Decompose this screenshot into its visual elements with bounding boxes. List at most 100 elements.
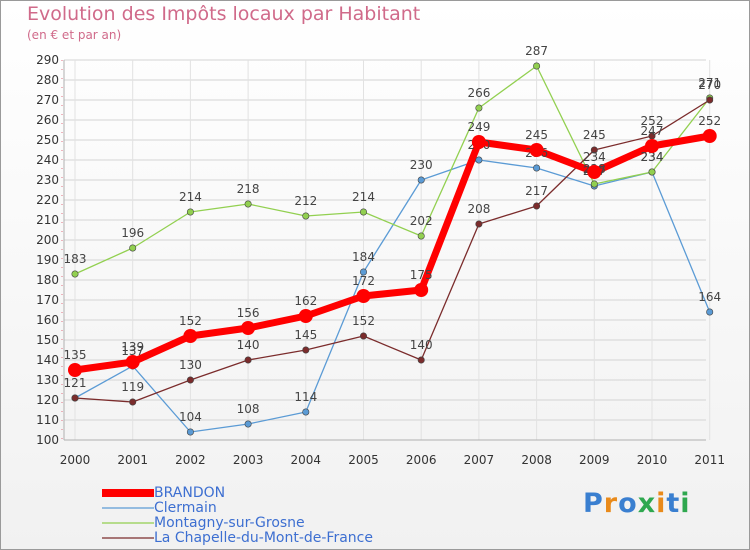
data-label: 214: [179, 190, 202, 204]
data-point: [417, 176, 425, 184]
data-label: 218: [237, 182, 260, 196]
series-line-montagny-sur-grosne: [74, 65, 711, 275]
data-label: 152: [179, 314, 202, 328]
logo-letter: o: [618, 488, 638, 519]
data-label: 164: [698, 290, 721, 304]
y-tick-label: 290: [36, 53, 59, 67]
y-tick-label: 230: [36, 173, 59, 187]
data-point: [417, 356, 425, 364]
x-tick-label: 2000: [60, 453, 91, 467]
data-point: [414, 283, 429, 297]
y-tick-label: 110: [36, 413, 59, 427]
legend-label: BRANDON: [154, 485, 226, 501]
data-label: 208: [467, 202, 490, 216]
x-tick-label: 2005: [348, 453, 379, 467]
y-tick-label: 190: [36, 253, 59, 267]
data-label: 245: [583, 128, 606, 142]
data-label: 271: [698, 76, 721, 90]
data-point: [359, 332, 367, 340]
data-point: [302, 408, 310, 416]
data-point: [475, 104, 483, 112]
y-tick-label: 280: [36, 73, 59, 87]
data-point: [302, 346, 310, 354]
data-point: [125, 355, 140, 369]
x-tick-label: 2007: [464, 453, 495, 467]
data-point: [533, 62, 541, 70]
data-point: [359, 268, 367, 276]
legend-item-brandon: BRANDON: [102, 486, 373, 501]
data-label: 249: [467, 120, 490, 134]
legend-label: Clermain: [154, 500, 217, 516]
y-tick-label: 210: [36, 213, 59, 227]
data-label: 247: [641, 124, 664, 138]
data-point: [71, 394, 79, 402]
logo-letter: P: [583, 488, 604, 519]
logo-letter: i: [656, 488, 667, 519]
data-point: [475, 220, 483, 228]
x-tick-label: 2004: [291, 453, 322, 467]
data-point: [590, 146, 598, 154]
data-point: [298, 309, 313, 323]
data-label: 175: [410, 268, 433, 282]
legend-item-montagny: Montagny-sur-Grosne: [102, 516, 373, 531]
y-tick-label: 250: [36, 133, 59, 147]
data-label: 214: [352, 190, 375, 204]
data-point: [186, 428, 194, 436]
data-label: 202: [410, 214, 433, 228]
data-label: 184: [352, 250, 375, 264]
y-tick-label: 220: [36, 193, 59, 207]
data-label: 212: [294, 194, 317, 208]
data-point: [244, 200, 252, 208]
y-tick-label: 130: [36, 373, 59, 387]
data-label: 287: [525, 44, 548, 58]
data-label: 234: [641, 150, 664, 164]
chart-title: Evolution des Impôts locaux par Habitant: [27, 3, 421, 25]
data-label: 252: [698, 114, 721, 128]
data-label: 156: [237, 306, 260, 320]
data-label: 196: [121, 226, 144, 240]
series-line-brandon: [71, 132, 714, 374]
data-point: [648, 168, 656, 176]
data-label: 108: [237, 402, 260, 416]
data-point: [359, 208, 367, 216]
data-label: 183: [64, 252, 87, 266]
data-point: [533, 202, 541, 210]
data-point: [706, 308, 714, 316]
y-tick-label: 120: [36, 393, 59, 407]
data-point: [183, 329, 198, 343]
legend-item-la-chapelle: La Chapelle-du-Mont-de-France: [102, 531, 373, 546]
data-point: [706, 96, 714, 104]
x-tick-label: 2001: [117, 453, 148, 467]
series-line-la-chapelle-du-mont-de-france: [74, 99, 711, 403]
y-tick-label: 180: [36, 273, 59, 287]
y-tick-label: 200: [36, 233, 59, 247]
legend-label: Montagny-sur-Grosne: [154, 515, 305, 531]
data-point: [587, 165, 602, 179]
y-tick-label: 260: [36, 113, 59, 127]
legend-item-clermain: Clermain: [102, 501, 373, 516]
data-point: [702, 129, 717, 143]
data-point: [244, 356, 252, 364]
data-point: [129, 398, 137, 406]
data-point: [244, 420, 252, 428]
logo-letter: i: [680, 488, 691, 519]
data-point: [186, 208, 194, 216]
data-label: 140: [237, 338, 260, 352]
x-tick-label: 2009: [579, 453, 610, 467]
x-tick-label: 2010: [637, 453, 668, 467]
data-point: [71, 270, 79, 278]
y-tick-label: 240: [36, 153, 59, 167]
data-point: [356, 289, 371, 303]
data-label: 266: [467, 86, 490, 100]
data-point: [241, 321, 256, 335]
x-tick-label: 2003: [233, 453, 264, 467]
y-tick-label: 170: [36, 293, 59, 307]
data-point: [186, 376, 194, 384]
data-label: 252: [641, 114, 664, 128]
data-label: 121: [64, 376, 87, 390]
y-tick-label: 150: [36, 333, 59, 347]
logo-letter: x: [637, 488, 657, 519]
data-point: [529, 143, 544, 157]
